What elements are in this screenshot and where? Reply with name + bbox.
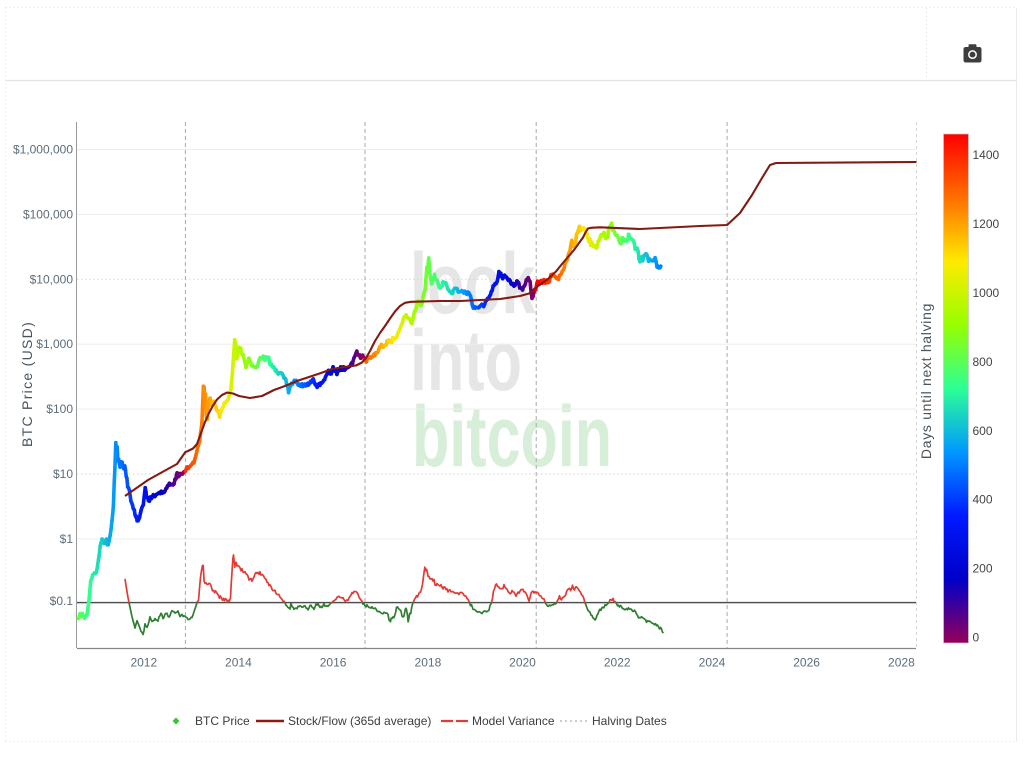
svg-text:$100,000: $100,000: [23, 207, 73, 221]
svg-text:$100: $100: [46, 402, 73, 416]
svg-text:$1,000,000: $1,000,000: [13, 143, 73, 157]
svg-text:$10: $10: [53, 467, 73, 481]
svg-text:2020: 2020: [509, 656, 536, 670]
svg-text:0: 0: [973, 631, 980, 645]
svg-text:1400: 1400: [973, 148, 1000, 162]
svg-text:bitcoin: bitcoin: [412, 388, 612, 485]
svg-text:2024: 2024: [699, 656, 726, 670]
svg-text:800: 800: [973, 355, 993, 369]
svg-text:2012: 2012: [130, 656, 157, 670]
svg-text:2016: 2016: [320, 656, 347, 670]
svg-text:Model Variance: Model Variance: [472, 714, 555, 728]
svg-text:$1: $1: [60, 532, 74, 546]
svg-text:2014: 2014: [225, 656, 252, 670]
svg-text:2018: 2018: [415, 656, 442, 670]
svg-text:1000: 1000: [973, 286, 1000, 300]
svg-text:2022: 2022: [604, 656, 631, 670]
svg-text:$10,000: $10,000: [30, 272, 74, 286]
svg-text:Stock/Flow (365d average): Stock/Flow (365d average): [288, 714, 431, 728]
svg-text:$0.1: $0.1: [50, 594, 74, 608]
svg-text:600: 600: [973, 424, 993, 438]
svg-text:BTC Price (USD): BTC Price (USD): [19, 321, 35, 447]
svg-text:1200: 1200: [973, 217, 1000, 231]
svg-text:2026: 2026: [793, 656, 820, 670]
svg-text:into: into: [410, 312, 522, 409]
svg-text:Halving Dates: Halving Dates: [592, 714, 667, 728]
svg-text:BTC Price: BTC Price: [195, 714, 250, 728]
svg-text:400: 400: [973, 493, 993, 507]
svg-text:Days until next halving: Days until next halving: [918, 303, 934, 459]
svg-text:200: 200: [973, 562, 993, 576]
svg-text:2028: 2028: [888, 656, 915, 670]
svg-text:$1,000: $1,000: [36, 337, 73, 351]
